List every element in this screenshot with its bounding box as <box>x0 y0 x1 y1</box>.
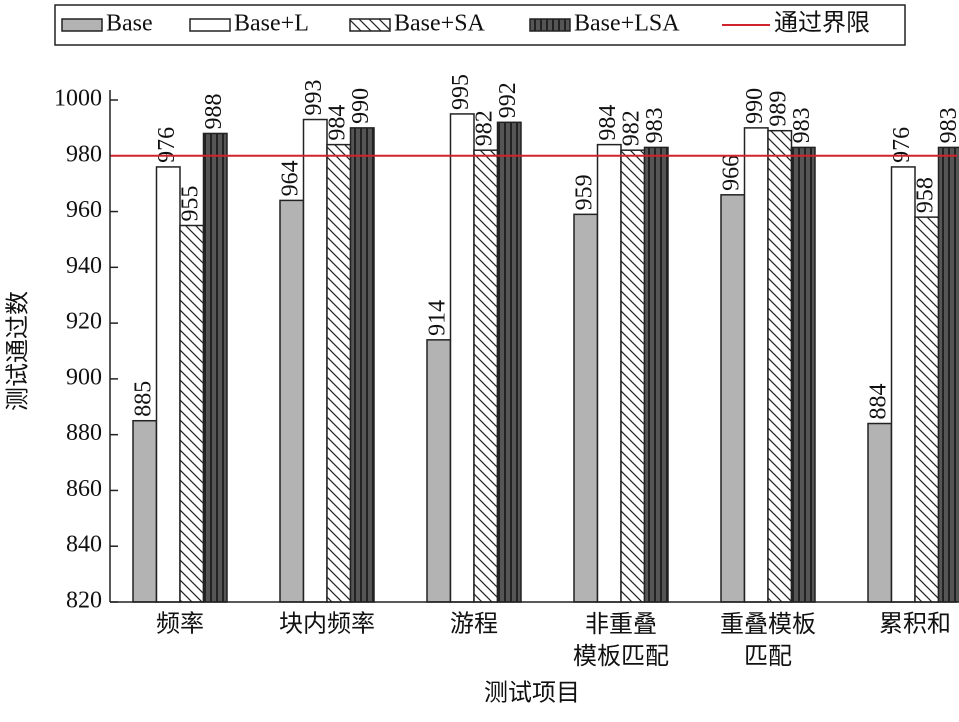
legend-swatch <box>62 19 102 31</box>
value-label: 983 <box>789 107 815 143</box>
x-tick-label: 频率 <box>156 611 204 638</box>
bar <box>180 226 204 603</box>
y-tick-label: 900 <box>66 364 102 390</box>
y-tick-label: 960 <box>66 197 102 223</box>
value-label: 884 <box>865 384 891 420</box>
bar <box>304 120 328 602</box>
value-label: 988 <box>201 93 227 129</box>
bar <box>351 128 375 602</box>
value-label: 982 <box>618 110 644 146</box>
bar <box>327 145 351 602</box>
legend-swatch <box>350 19 390 31</box>
bar <box>915 217 939 602</box>
y-tick-label: 1000 <box>54 86 102 112</box>
bar <box>939 147 959 602</box>
y-tick-label: 860 <box>66 476 102 502</box>
legend-label: Base <box>106 11 153 37</box>
value-label: 885 <box>130 381 156 417</box>
x-tick-label: 游程 <box>450 611 498 638</box>
bar <box>721 195 745 602</box>
bar <box>598 145 622 602</box>
bar <box>133 421 157 602</box>
bar <box>427 340 451 602</box>
legend-swatch <box>190 19 230 31</box>
value-label: 966 <box>718 155 744 191</box>
x-tick-label: 累积和 <box>879 611 951 638</box>
x-tick-label: 重叠模板匹配 <box>720 611 816 670</box>
value-label: 983 <box>642 107 668 143</box>
y-tick-label: 840 <box>66 532 102 558</box>
value-label: 983 <box>936 107 959 143</box>
legend-label: Base+SA <box>394 11 486 37</box>
value-label: 958 <box>912 177 938 213</box>
x-tick-label: 非重叠模板匹配 <box>573 611 669 670</box>
value-label: 955 <box>177 186 203 222</box>
bar <box>768 131 792 602</box>
value-label: 990 <box>742 88 768 124</box>
value-label: 990 <box>348 88 374 124</box>
bar <box>280 200 304 602</box>
bar <box>621 150 645 602</box>
value-label: 984 <box>595 105 621 141</box>
bar <box>498 122 522 602</box>
legend-label: 通过界限 <box>774 10 870 37</box>
bar <box>451 114 475 602</box>
y-axis-label: 测试通过数 <box>5 291 32 411</box>
y-tick-label: 920 <box>66 309 102 335</box>
legend-label: Base+L <box>234 11 309 37</box>
bar <box>892 167 916 602</box>
value-label: 982 <box>471 110 497 146</box>
y-tick-label: 820 <box>66 588 102 614</box>
bar <box>204 133 228 602</box>
x-axis-label: 测试项目 <box>484 680 580 707</box>
value-label: 989 <box>765 91 791 127</box>
y-tick-label: 940 <box>66 253 102 279</box>
bar <box>745 128 769 602</box>
value-label: 976 <box>889 127 915 163</box>
value-label: 959 <box>571 174 597 210</box>
value-label: 984 <box>324 105 350 141</box>
bar <box>157 167 181 602</box>
legend-label: Base+LSA <box>574 11 680 37</box>
legend-swatch <box>530 19 570 31</box>
value-label: 914 <box>424 300 450 336</box>
y-tick-label: 980 <box>66 141 102 167</box>
y-tick-label: 880 <box>66 420 102 446</box>
value-label: 995 <box>448 74 474 110</box>
value-label: 993 <box>301 80 327 116</box>
value-label: 976 <box>154 127 180 163</box>
x-tick-label: 块内频率 <box>279 611 375 638</box>
value-label: 964 <box>277 160 303 196</box>
bar <box>574 214 598 602</box>
bar <box>792 147 816 602</box>
bar <box>645 147 669 602</box>
bar <box>868 424 892 602</box>
value-label: 992 <box>495 82 521 118</box>
bar <box>474 150 498 602</box>
